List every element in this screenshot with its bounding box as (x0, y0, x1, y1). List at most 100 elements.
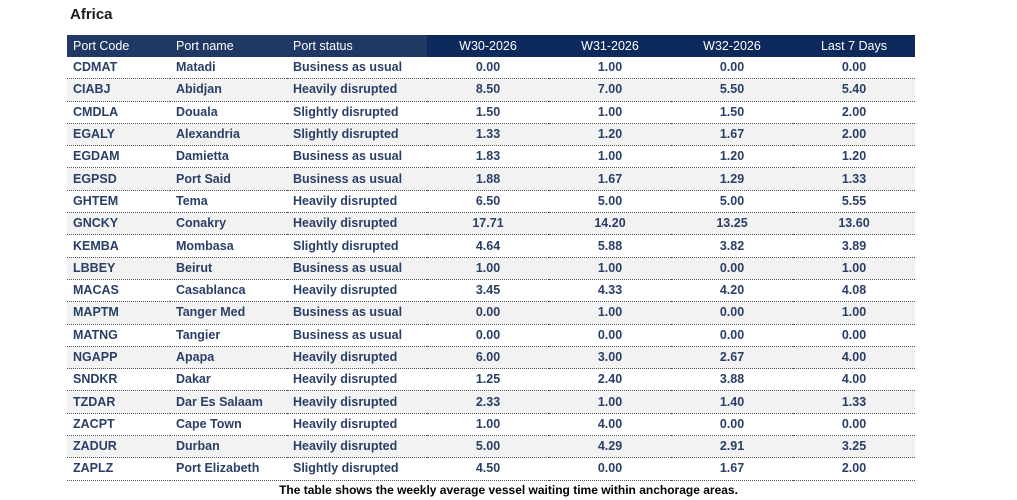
cell-w32: 2.91 (671, 435, 793, 459)
table-row[interactable]: EGPSD Port Said Business as usual 1.88 1.67 1… (67, 167, 915, 191)
cell-port-code: GNCKY (67, 212, 170, 236)
cell-last-7-days: 2.00 (793, 101, 915, 124)
table-row[interactable]: MACAS Casablanca Heavily disrupted 3.45 4.33… (67, 279, 915, 303)
cell-w31: 1.00 (549, 257, 671, 280)
cell-port-code: CDMAT (67, 57, 170, 80)
cell-port-name: Port Elizabeth (170, 457, 287, 481)
table-row[interactable]: CDMAT Matadi Business as usual 0.00 1.00 0.00… (67, 57, 915, 80)
cell-last-7-days: 0.00 (793, 57, 915, 80)
cell-w31: 1.67 (549, 167, 671, 191)
cell-port-status: Slightly disrupted (287, 123, 427, 147)
table-row[interactable]: KEMBA Mombasa Slightly disrupted 4.64 5.88 3.… (67, 234, 915, 258)
cell-w31: 1.00 (549, 301, 671, 325)
cell-w32: 3.82 (671, 234, 793, 258)
cell-port-status: Slightly disrupted (287, 457, 427, 481)
column-header-port-code[interactable]: Port Code (67, 35, 170, 57)
cell-w30: 8.50 (427, 78, 549, 102)
table-row[interactable]: CMDLA Douala Slightly disrupted 1.50 1.00 1.5… (67, 101, 915, 124)
cell-last-7-days: 4.08 (793, 279, 915, 303)
cell-last-7-days: 5.40 (793, 78, 915, 102)
cell-port-code: ZADUR (67, 435, 170, 459)
cell-port-name: Douala (170, 101, 287, 124)
cell-w31: 7.00 (549, 78, 671, 102)
cell-port-name: Abidjan (170, 78, 287, 102)
cell-w30: 1.25 (427, 368, 549, 392)
cell-port-status: Heavily disrupted (287, 190, 427, 214)
table-row[interactable]: TZDAR Dar Es Salaam Heavily disrupted 2.33 1… (67, 390, 915, 414)
cell-port-code: GHTEM (67, 190, 170, 214)
cell-last-7-days: 0.00 (793, 324, 915, 347)
cell-port-status: Heavily disrupted (287, 413, 427, 437)
cell-port-name: Dar Es Salaam (170, 390, 287, 414)
cell-w31: 5.00 (549, 190, 671, 214)
cell-w30: 3.45 (427, 279, 549, 303)
table-row[interactable]: EGDAM Damietta Business as usual 1.83 1.00 1.… (67, 145, 915, 169)
cell-w31: 3.00 (549, 346, 671, 370)
column-header-port-name[interactable]: Port name (170, 35, 287, 57)
cell-port-name: Tanger Med (170, 301, 287, 325)
column-header-port-status[interactable]: Port status (287, 35, 427, 57)
cell-w31: 2.40 (549, 368, 671, 392)
cell-port-name: Apapa (170, 346, 287, 370)
cell-port-code: NGAPP (67, 346, 170, 370)
cell-w31: 4.33 (549, 279, 671, 303)
table-row[interactable]: LBBEY Beirut Business as usual 1.00 1.00 0.00… (67, 257, 915, 280)
cell-w30: 1.88 (427, 167, 549, 191)
cell-port-status: Heavily disrupted (287, 78, 427, 102)
cell-w31: 1.00 (549, 101, 671, 124)
cell-port-status: Heavily disrupted (287, 368, 427, 392)
cell-w31: 4.29 (549, 435, 671, 459)
cell-w32: 0.00 (671, 57, 793, 80)
cell-port-code: SNDKR (67, 368, 170, 392)
cell-w31: 4.00 (549, 413, 671, 437)
column-header-last-7-days[interactable]: Last 7 Days (793, 35, 915, 57)
table-body: CDMAT Matadi Business as usual 0.00 1.00 0.00… (67, 57, 915, 481)
cell-port-status: Heavily disrupted (287, 279, 427, 303)
cell-w31: 1.00 (549, 57, 671, 80)
cell-last-7-days: 5.55 (793, 190, 915, 214)
cell-port-name: Durban (170, 435, 287, 459)
cell-w30: 1.33 (427, 123, 549, 147)
table-row[interactable]: MATNG Tangier Business as usual 0.00 0.00 0.0… (67, 324, 915, 347)
column-header-w32[interactable]: W32-2026 (671, 35, 793, 57)
table-row[interactable]: ZACPT Cape Town Heavily disrupted 1.00 4.00 0… (67, 413, 915, 437)
cell-port-name: Tangier (170, 324, 287, 347)
cell-w30: 4.64 (427, 234, 549, 258)
cell-w30: 0.00 (427, 301, 549, 325)
table-row[interactable]: CIABJ Abidjan Heavily disrupted 8.50 7.00 5.5… (67, 78, 915, 102)
cell-last-7-days: 1.33 (793, 167, 915, 191)
column-header-w30[interactable]: W30-2026 (427, 35, 549, 57)
column-header-w31[interactable]: W31-2026 (549, 35, 671, 57)
table-row[interactable]: ZADUR Durban Heavily disrupted 5.00 4.29 2.91… (67, 435, 915, 459)
cell-w30: 6.50 (427, 190, 549, 214)
cell-w32: 0.00 (671, 413, 793, 437)
cell-w30: 5.00 (427, 435, 549, 459)
cell-w32: 0.00 (671, 301, 793, 325)
table-row[interactable]: NGAPP Apapa Heavily disrupted 6.00 3.00 2.67 4… (67, 346, 915, 370)
cell-w32: 5.50 (671, 78, 793, 102)
cell-last-7-days: 13.60 (793, 212, 915, 236)
table-caption: The table shows the weekly average vesse… (279, 483, 738, 497)
cell-last-7-days: 1.20 (793, 145, 915, 169)
cell-port-code: ZAPLZ (67, 457, 170, 481)
region-title: Africa (70, 6, 113, 23)
cell-w32: 5.00 (671, 190, 793, 214)
cell-last-7-days: 1.33 (793, 390, 915, 414)
cell-port-status: Business as usual (287, 257, 427, 280)
cell-port-status: Business as usual (287, 145, 427, 169)
table-row[interactable]: SNDKR Dakar Heavily disrupted 1.25 2.40 3.88 4… (67, 368, 915, 392)
table-row[interactable]: MAPTM Tanger Med Business as usual 0.00 1.00… (67, 301, 915, 325)
cell-w32: 13.25 (671, 212, 793, 236)
cell-port-code: KEMBA (67, 234, 170, 258)
cell-w30: 1.00 (427, 257, 549, 280)
cell-port-status: Slightly disrupted (287, 101, 427, 124)
cell-port-code: TZDAR (67, 390, 170, 414)
cell-port-name: Beirut (170, 257, 287, 280)
table-row[interactable]: GNCKY Conakry Heavily disrupted 17.71 14.20 1… (67, 212, 915, 236)
cell-w30: 6.00 (427, 346, 549, 370)
table-row[interactable]: GHTEM Tema Heavily disrupted 6.50 5.00 5.00 5.… (67, 190, 915, 214)
table-row[interactable]: EGALY Alexandria Slightly disrupted 1.33 1.2… (67, 123, 915, 147)
table-row[interactable]: ZAPLZ Port Elizabeth Slightly disrupted 4.5… (67, 457, 915, 481)
cell-w32: 0.00 (671, 257, 793, 280)
cell-port-code: CMDLA (67, 101, 170, 124)
